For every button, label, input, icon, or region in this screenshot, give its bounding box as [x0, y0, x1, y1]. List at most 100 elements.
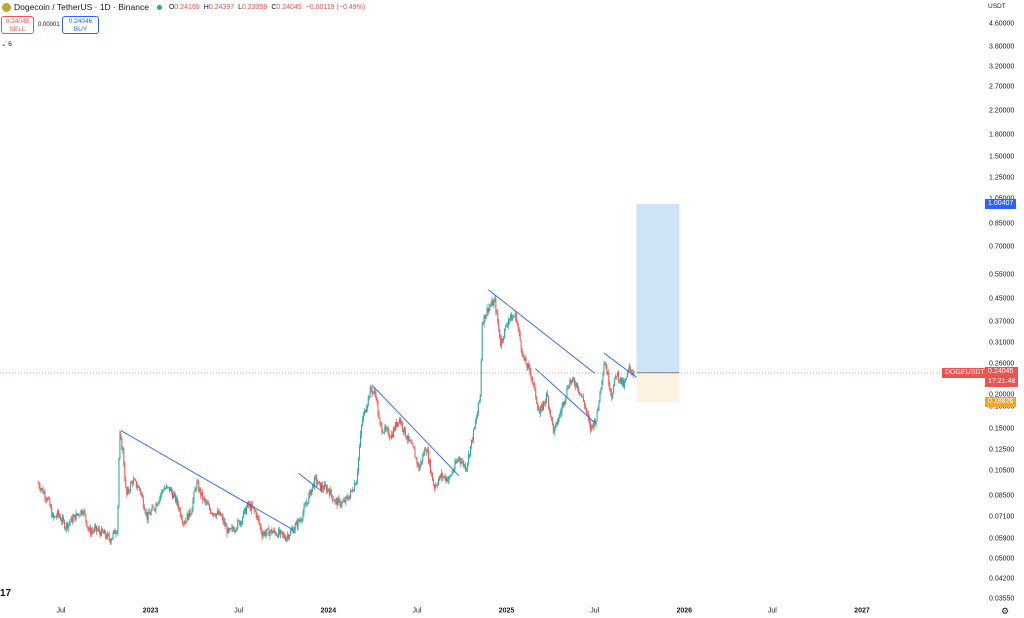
candle-body — [462, 461, 464, 462]
candle-body — [495, 298, 497, 312]
candle-body — [215, 513, 217, 517]
candle-body — [382, 431, 384, 433]
candle-body — [426, 450, 428, 453]
candle-body — [395, 422, 397, 427]
candle-body — [407, 435, 409, 440]
candle-body — [66, 523, 68, 529]
last-price-value: 0.24045 — [988, 368, 1014, 376]
indicators-toggle[interactable]: ⌄ 6 — [1, 41, 12, 48]
candle-body — [143, 506, 145, 511]
candle-body — [122, 448, 124, 450]
candle-body — [60, 520, 62, 522]
target-zone[interactable] — [636, 204, 680, 373]
candle-body — [241, 521, 243, 523]
candle-body — [222, 516, 224, 523]
candle-body — [492, 300, 494, 306]
candle-body — [80, 510, 82, 516]
trendline[interactable] — [488, 289, 595, 374]
candle-body — [336, 499, 338, 506]
candle-body — [196, 481, 198, 489]
stop-zone[interactable] — [636, 372, 680, 403]
candle-body — [118, 458, 120, 506]
tradingview-logo[interactable]: 17 — [0, 588, 12, 599]
candle-body — [562, 402, 564, 407]
y-tick-label: 0.70000 — [989, 243, 1015, 251]
trendline[interactable] — [371, 384, 460, 476]
candle-body — [395, 422, 397, 431]
y-tick-label: 0.15000 — [989, 425, 1015, 433]
candle-body — [321, 484, 323, 491]
trendline[interactable] — [298, 472, 323, 493]
candle-body — [90, 528, 92, 535]
candle-body — [539, 410, 541, 414]
candle-body — [485, 314, 487, 319]
candle-body — [422, 455, 424, 462]
candle-body — [157, 503, 159, 506]
candle-body — [405, 436, 407, 439]
y-tick-label: 1.50000 — [989, 153, 1015, 161]
sell-button[interactable]: 0.24045 SELL — [1, 16, 34, 34]
candle-body — [605, 363, 607, 367]
y-tick-label: 0.05000 — [989, 555, 1015, 563]
candle-body — [416, 457, 418, 464]
candle-body — [337, 498, 339, 506]
candle-body — [437, 480, 439, 485]
y-tick-label: 0.07100 — [989, 513, 1015, 521]
trendline[interactable] — [120, 430, 294, 531]
buy-button[interactable]: 0.24046 BUY — [62, 16, 99, 34]
candle-body — [284, 537, 286, 541]
candle-body — [312, 484, 314, 489]
candle-body — [307, 502, 309, 504]
candle-body — [358, 458, 360, 472]
position-zones[interactable] — [636, 204, 680, 403]
candle-body — [447, 479, 449, 482]
candle-body — [452, 471, 454, 473]
candle-body — [451, 472, 453, 476]
candle-body — [394, 428, 396, 431]
candle-body — [356, 481, 358, 485]
candle-body — [278, 529, 280, 538]
candle-body — [465, 464, 467, 471]
candle-body — [294, 524, 296, 530]
candle-body — [397, 422, 399, 423]
candle-body — [322, 488, 324, 490]
candle-body — [371, 389, 373, 394]
candle-body — [391, 434, 393, 438]
candle-body — [92, 530, 94, 532]
candle-body — [179, 508, 181, 516]
candle-body — [114, 529, 116, 534]
candle-body — [140, 492, 142, 495]
candle-body — [346, 496, 348, 498]
dogecoin-logo-icon — [2, 2, 11, 12]
candle-body — [39, 486, 41, 490]
candle-body — [97, 530, 99, 531]
symbol-title[interactable]: Dogecoin / TetherUS · 1D · Binance — [14, 2, 149, 12]
candle-body — [580, 394, 582, 395]
settings-gear-icon[interactable]: ⚙ — [1000, 606, 1010, 616]
trendline[interactable] — [534, 368, 595, 424]
candle-body — [275, 532, 277, 535]
candle-body — [270, 529, 272, 532]
trendlines[interactable] — [120, 289, 637, 531]
candle-body — [469, 454, 471, 456]
candle-body — [254, 510, 256, 512]
candle-body — [199, 488, 201, 492]
candle-body — [237, 520, 239, 529]
candle-body — [339, 499, 341, 506]
candle-body — [527, 364, 529, 368]
candle-body — [190, 514, 192, 515]
candle-body — [170, 488, 172, 491]
y-tick-label: 3.20000 — [989, 63, 1015, 71]
price-scale-currency[interactable]: USDT — [988, 3, 1006, 10]
candle-body — [523, 354, 525, 360]
candle-body — [472, 429, 474, 441]
candle-body — [587, 413, 589, 419]
trendline[interactable] — [603, 352, 637, 378]
candle-body — [423, 454, 425, 456]
candle-body — [529, 366, 531, 372]
candle-body — [324, 484, 326, 487]
candle-body — [358, 446, 360, 459]
candle-body — [153, 507, 155, 510]
candle-body — [614, 377, 616, 386]
